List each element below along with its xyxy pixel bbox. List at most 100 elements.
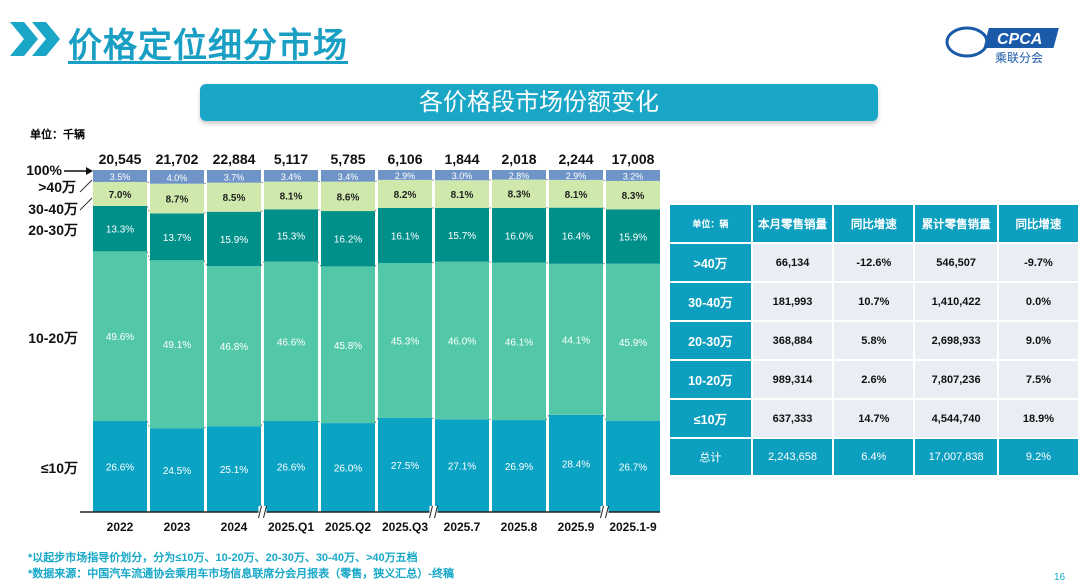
data-label: 26.0% [334, 464, 362, 475]
bar-segment [93, 205, 147, 252]
data-label: 45.3% [391, 336, 419, 347]
data-label: 8.3% [508, 190, 531, 201]
connector-line [374, 417, 379, 424]
total-cell: 2,243,658 [752, 439, 833, 475]
connector-line [146, 251, 151, 261]
bar-segment [150, 183, 204, 214]
stacked-bar-chart: 26.6% 49.6% 13.3% 7.0% 3.5% 20,545 2022 24.5% 49… [64, 151, 660, 534]
bar-segment [549, 179, 603, 208]
ylabel-30-40: 30-40万 [28, 201, 78, 217]
total-label: 1,844 [444, 151, 479, 167]
arrow-icon [86, 167, 93, 175]
connector-line [545, 262, 550, 265]
bar-segment [378, 207, 432, 264]
data-label: 15.9% [220, 235, 248, 246]
x-tick-label: 2025.Q3 [382, 520, 428, 534]
row-label: 30-40万 [670, 283, 751, 320]
table-cell: 5.8% [834, 322, 914, 359]
bar-segment [606, 180, 660, 210]
total-label: 2,244 [558, 151, 593, 167]
table-total-row: 总计 2,243,658 6.4% 17,007,838 9.2% [670, 439, 1078, 475]
x-tick-label: 2025.Q1 [268, 520, 314, 534]
bar-segment [492, 262, 546, 421]
data-label: 49.1% [163, 340, 191, 351]
data-label: 4.0% [167, 173, 188, 183]
bar-segment [492, 207, 546, 263]
data-label: 16.2% [334, 235, 362, 246]
connector-line [146, 205, 151, 214]
bar-segment [549, 170, 603, 180]
table-cell: 546,507 [915, 244, 997, 281]
data-label: 49.6% [106, 332, 134, 343]
ylabel-le10: ≤10万 [40, 460, 78, 476]
bar-segment [435, 208, 489, 262]
data-label: 2.9% [395, 171, 416, 181]
unit-label: 单位：千辆 [30, 129, 85, 141]
total-label: 5,785 [330, 151, 365, 167]
data-label: 2.8% [509, 171, 530, 181]
pointer-line [79, 179, 93, 193]
axis-break-mark [429, 505, 433, 519]
table-cell: 14.7% [834, 400, 914, 437]
total-cell: 17,007,838 [915, 439, 997, 475]
bar-segment [549, 263, 603, 415]
data-label: 26.6% [106, 463, 134, 474]
bar-segment [492, 170, 546, 180]
table-cell: 18.9% [998, 400, 1078, 437]
chart-banner-title: 各价格段市场份额变化 [200, 84, 878, 121]
table-row: 20-30万 368,884 5.8% 2,698,933 9.0% [670, 322, 1078, 359]
connector-line [431, 417, 436, 420]
bar-segment [435, 261, 489, 420]
connector-line [317, 420, 322, 424]
bar-segment [321, 423, 375, 512]
x-tick-label: 2025.9 [558, 520, 595, 534]
bar-segment [93, 170, 147, 182]
data-label: 8.3% [622, 191, 645, 202]
table-cell: 989,314 [752, 361, 833, 398]
svg-text:CPCA: CPCA [997, 31, 1042, 48]
table-cell: -9.7% [998, 244, 1078, 281]
table-cell: 181,993 [752, 283, 833, 320]
data-label: 8.2% [394, 190, 417, 201]
axis-break-mark [600, 505, 604, 519]
x-tick-label: 2023 [164, 520, 191, 534]
connector-line [374, 262, 379, 267]
total-label: 6,106 [387, 151, 422, 167]
axis-break-mark [434, 505, 438, 519]
data-label: 26.6% [277, 463, 305, 474]
data-label: 27.1% [448, 462, 476, 473]
bar-segment [378, 179, 432, 208]
pointer-line [79, 197, 93, 211]
table-cell: 2.6% [834, 361, 914, 398]
bar-segment [378, 263, 432, 418]
data-label: 3.4% [281, 172, 302, 182]
table-row: 10-20万 989,314 2.6% 7,807,236 7.5% [670, 361, 1078, 398]
bar-segment [264, 421, 318, 512]
connector-line [545, 414, 550, 421]
cpca-logo: CPCA 乘联分会 [945, 20, 1065, 65]
ylabel-gt40: >40万 [38, 179, 76, 195]
connector-line [374, 207, 379, 212]
data-label: 45.9% [619, 338, 647, 349]
bar-segment [207, 170, 261, 183]
x-tick-label: 2025.Q2 [325, 520, 371, 534]
connector-line [146, 181, 151, 184]
data-label: 7.0% [109, 190, 132, 201]
page-number: 16 [1054, 572, 1066, 583]
data-label: 13.7% [163, 233, 191, 244]
data-label: 46.1% [505, 337, 533, 348]
bar-segment [549, 207, 603, 264]
data-label: 46.8% [220, 342, 248, 353]
footnote-2: *数据来源：中国汽车流通协会乘用车市场信息联席分会月报表（零售，狭义汇总）-终稿 [28, 568, 454, 580]
row-label: 10-20万 [670, 361, 751, 398]
data-label: 8.1% [280, 191, 303, 202]
total-label: 2,018 [501, 151, 536, 167]
table-cell: 7,807,236 [915, 361, 997, 398]
bar-segment [549, 414, 603, 512]
table-row: ≤10万 637,333 14.7% 4,544,740 18.9% [670, 400, 1078, 437]
table-cell: 1,410,422 [915, 283, 997, 320]
data-label: 3.0% [452, 171, 473, 181]
table-cell: 2,698,933 [915, 322, 997, 359]
table-header: 累计零售销量 [915, 205, 997, 242]
data-label: 44.1% [562, 335, 590, 346]
